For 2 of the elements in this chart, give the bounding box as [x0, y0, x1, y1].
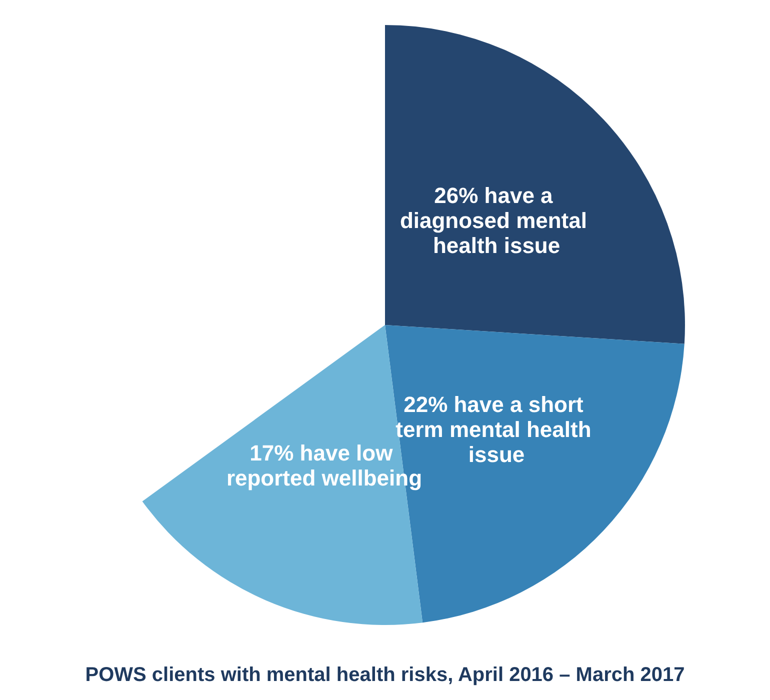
- text: POWS clients with mental health risks, April 2016 – March 2017: [85, 664, 685, 686]
- slice-label: 26% have a diagnosed mental health issue: [400, 182, 594, 258]
